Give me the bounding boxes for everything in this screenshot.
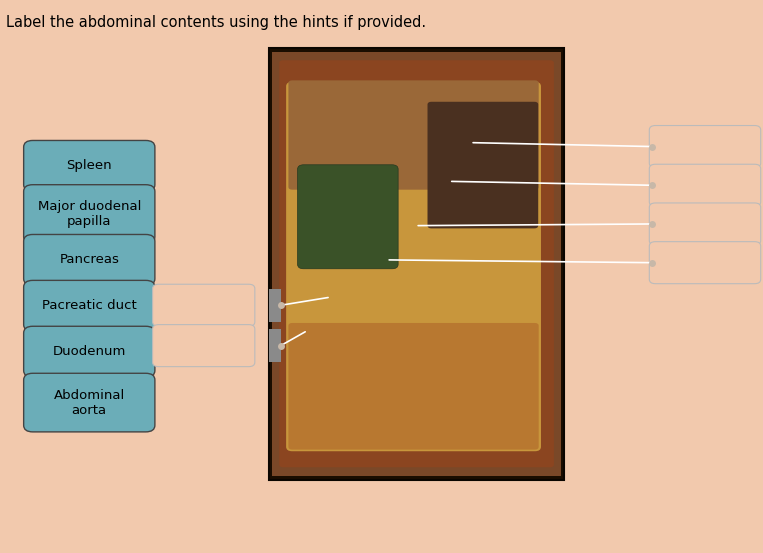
FancyBboxPatch shape — [24, 280, 155, 331]
FancyBboxPatch shape — [24, 373, 155, 432]
FancyBboxPatch shape — [652, 207, 664, 241]
FancyBboxPatch shape — [269, 48, 564, 480]
FancyBboxPatch shape — [24, 140, 155, 191]
FancyBboxPatch shape — [24, 326, 155, 377]
FancyBboxPatch shape — [649, 242, 761, 284]
FancyBboxPatch shape — [649, 126, 761, 168]
FancyBboxPatch shape — [286, 82, 541, 451]
Text: Label the abdominal contents using the hints if provided.: Label the abdominal contents using the h… — [6, 15, 427, 30]
FancyBboxPatch shape — [652, 169, 664, 202]
FancyBboxPatch shape — [269, 329, 281, 362]
FancyBboxPatch shape — [427, 102, 538, 228]
FancyBboxPatch shape — [288, 80, 539, 190]
FancyBboxPatch shape — [153, 284, 255, 326]
Text: Pancreas: Pancreas — [60, 253, 119, 267]
FancyBboxPatch shape — [288, 323, 539, 450]
FancyBboxPatch shape — [24, 234, 155, 285]
FancyBboxPatch shape — [279, 60, 554, 467]
FancyBboxPatch shape — [269, 289, 281, 322]
Text: Abdominal
aorta: Abdominal aorta — [53, 389, 125, 416]
FancyBboxPatch shape — [652, 130, 664, 163]
FancyBboxPatch shape — [649, 164, 761, 206]
Text: Spleen: Spleen — [66, 159, 112, 173]
FancyBboxPatch shape — [24, 185, 155, 243]
FancyBboxPatch shape — [272, 52, 561, 476]
Text: Pacreatic duct: Pacreatic duct — [42, 299, 137, 312]
FancyBboxPatch shape — [298, 165, 398, 269]
FancyBboxPatch shape — [649, 203, 761, 245]
Text: Major duodenal
papilla: Major duodenal papilla — [37, 200, 141, 228]
Text: Duodenum: Duodenum — [53, 345, 126, 358]
FancyBboxPatch shape — [652, 246, 664, 279]
FancyBboxPatch shape — [153, 325, 255, 367]
